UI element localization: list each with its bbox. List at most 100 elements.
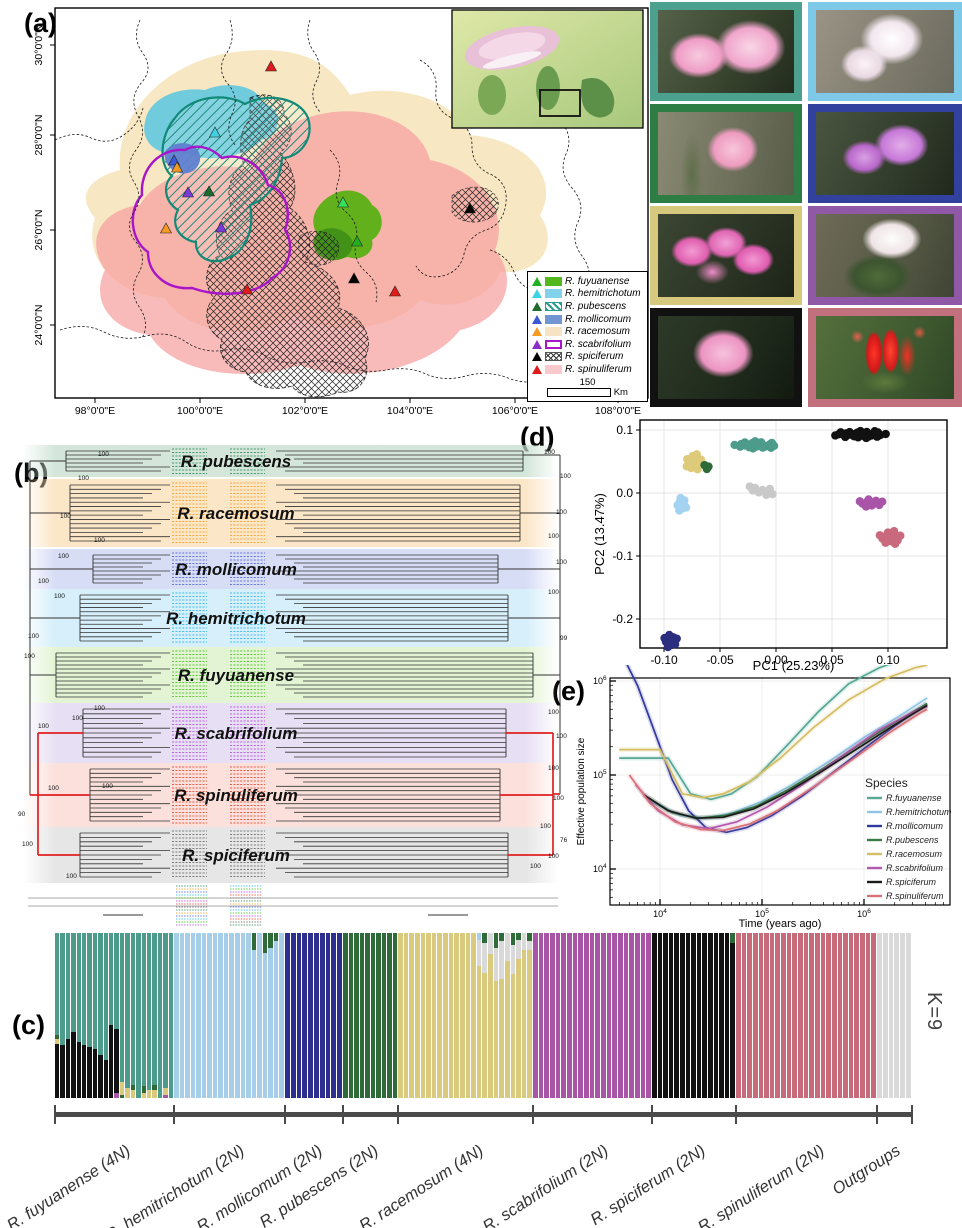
admixture-bar bbox=[443, 933, 448, 1098]
demo-xtick: 106 bbox=[857, 908, 871, 919]
map-xtick: 106°0'0"E bbox=[492, 405, 538, 417]
tree-species-label: R. racemosum bbox=[177, 504, 294, 523]
admixture-bar bbox=[719, 933, 724, 1098]
admixture-bar bbox=[702, 933, 707, 1098]
flower-photo-image bbox=[658, 10, 794, 93]
admixture-bar bbox=[325, 933, 331, 1098]
bootstrap-value: 76 bbox=[560, 837, 568, 844]
admixture-bar bbox=[775, 933, 781, 1098]
pca-point bbox=[681, 503, 691, 512]
admixture-bar bbox=[696, 933, 702, 1098]
pca-point bbox=[881, 538, 890, 547]
admixture-bar bbox=[285, 933, 290, 1098]
pca-point bbox=[683, 455, 692, 464]
tree-species-label: R. spinuliferum bbox=[174, 786, 298, 805]
occurrence-triangle bbox=[240, 283, 254, 295]
admixture-group bbox=[533, 933, 652, 1098]
admixture-bar bbox=[201, 933, 207, 1098]
admixture-bar bbox=[319, 933, 325, 1098]
map-xtick: 98°0'0"E bbox=[75, 405, 115, 417]
admixture-bar bbox=[646, 933, 652, 1098]
demo-curve bbox=[626, 665, 928, 834]
admixture-bar bbox=[109, 933, 114, 1098]
admixture-bar bbox=[163, 933, 168, 1098]
admixture-bar bbox=[635, 933, 640, 1098]
admixture-bar bbox=[246, 933, 251, 1098]
admixture-bar bbox=[538, 933, 544, 1098]
admixture-bar bbox=[71, 933, 76, 1098]
admixture-bar bbox=[741, 933, 747, 1098]
admixture-bar bbox=[76, 933, 82, 1098]
species-name: R. fuyuanense bbox=[565, 275, 630, 287]
pca-point bbox=[889, 526, 899, 536]
legend-row: R. pubescens bbox=[532, 300, 643, 313]
admixture-bar bbox=[262, 933, 268, 1098]
admixture-bar bbox=[752, 933, 758, 1098]
admixture-bar bbox=[578, 933, 584, 1098]
legend-row: R. spiciferum bbox=[532, 351, 643, 364]
province-borders bbox=[55, 19, 590, 383]
admixture-bar bbox=[348, 933, 353, 1098]
pca-xtick: 0.00 bbox=[764, 653, 788, 667]
admixture-bar bbox=[652, 933, 657, 1098]
admixture-bar bbox=[521, 933, 527, 1098]
species-band bbox=[23, 549, 558, 589]
flower-photo bbox=[650, 2, 802, 101]
admixture-bar bbox=[657, 933, 663, 1098]
bootstrap-value: 90 bbox=[18, 811, 26, 818]
pca-point bbox=[862, 433, 871, 443]
legend-row: R. fuyuanense bbox=[532, 275, 643, 288]
bootstrap-value: 100 bbox=[540, 823, 551, 830]
pca-point bbox=[660, 633, 669, 643]
admixture-group-label: R. spinuliferum (2N) bbox=[695, 1141, 829, 1228]
occurrence-triangle bbox=[181, 186, 195, 198]
pca-point bbox=[870, 427, 879, 436]
demo-legend-entry: R.spinuliferum bbox=[886, 891, 944, 901]
pca-point bbox=[862, 427, 871, 437]
admixture-bar bbox=[831, 933, 837, 1098]
species-triangle-icon bbox=[532, 364, 542, 374]
admixture-bar bbox=[431, 933, 437, 1098]
species-triangle-icon bbox=[532, 314, 542, 324]
admixture-bar bbox=[865, 933, 871, 1098]
legend-row: R. spinuliferum bbox=[532, 363, 643, 376]
admixture-bar bbox=[516, 933, 521, 1098]
bootstrap-value: 100 bbox=[556, 509, 567, 516]
admixture-bar bbox=[798, 933, 803, 1098]
admixture-bar bbox=[257, 933, 262, 1098]
admixture-bar bbox=[223, 933, 229, 1098]
map-legend: R. fuyuanense R. hemitrichotum R. pubescen… bbox=[527, 271, 648, 402]
admixture-bar bbox=[820, 933, 826, 1098]
admixture-plot bbox=[55, 933, 912, 1098]
admixture-bar bbox=[504, 933, 510, 1098]
admixture-bar bbox=[157, 933, 163, 1098]
admixture-group bbox=[343, 933, 398, 1098]
admixture-bar bbox=[482, 933, 487, 1098]
demo-ytick: 106 bbox=[593, 675, 607, 686]
admixture-bar bbox=[313, 933, 319, 1098]
pubescens-range bbox=[161, 96, 311, 263]
species-band bbox=[23, 647, 558, 703]
phylogeny-panel: R. pubescens R. racemosum R. mollicomum R. … bbox=[18, 445, 571, 926]
range-swatch bbox=[545, 314, 562, 324]
pca-point bbox=[748, 444, 758, 453]
pca-point bbox=[702, 464, 712, 474]
admixture-bar bbox=[92, 933, 98, 1098]
range-swatch bbox=[545, 301, 562, 311]
admixture-bar bbox=[290, 933, 296, 1098]
bootstrap-value: 100 bbox=[60, 513, 71, 520]
admixture-bar bbox=[623, 933, 629, 1098]
admixture-bar bbox=[499, 933, 504, 1098]
admixture-bar bbox=[398, 933, 403, 1098]
admixture-bar bbox=[308, 933, 313, 1098]
pca-ytick: -0.1 bbox=[612, 549, 633, 563]
admixture-bar bbox=[848, 933, 854, 1098]
species-triangle-icon bbox=[532, 352, 542, 362]
admixture-bar bbox=[589, 933, 595, 1098]
admixture-bar bbox=[674, 933, 679, 1098]
admixture-bar bbox=[273, 933, 279, 1098]
spiciferum-range-3 bbox=[451, 186, 499, 223]
tree-species-label: R. spiciferum bbox=[182, 846, 290, 865]
admixture-bar bbox=[229, 933, 235, 1098]
